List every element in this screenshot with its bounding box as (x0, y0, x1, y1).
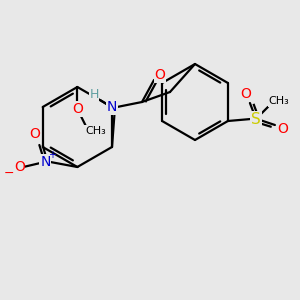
Text: N: N (107, 100, 117, 114)
Text: +: + (48, 150, 56, 160)
Text: O: O (278, 122, 288, 136)
Text: CH₃: CH₃ (85, 126, 106, 136)
Text: S: S (251, 112, 261, 127)
Text: −: − (4, 167, 15, 179)
Text: O: O (241, 87, 251, 101)
Text: O: O (72, 102, 83, 116)
Text: H: H (89, 88, 99, 100)
Text: N: N (40, 155, 50, 169)
Text: O: O (29, 127, 40, 141)
Text: O: O (154, 68, 165, 82)
Text: O: O (14, 160, 25, 174)
Text: CH₃: CH₃ (268, 96, 289, 106)
